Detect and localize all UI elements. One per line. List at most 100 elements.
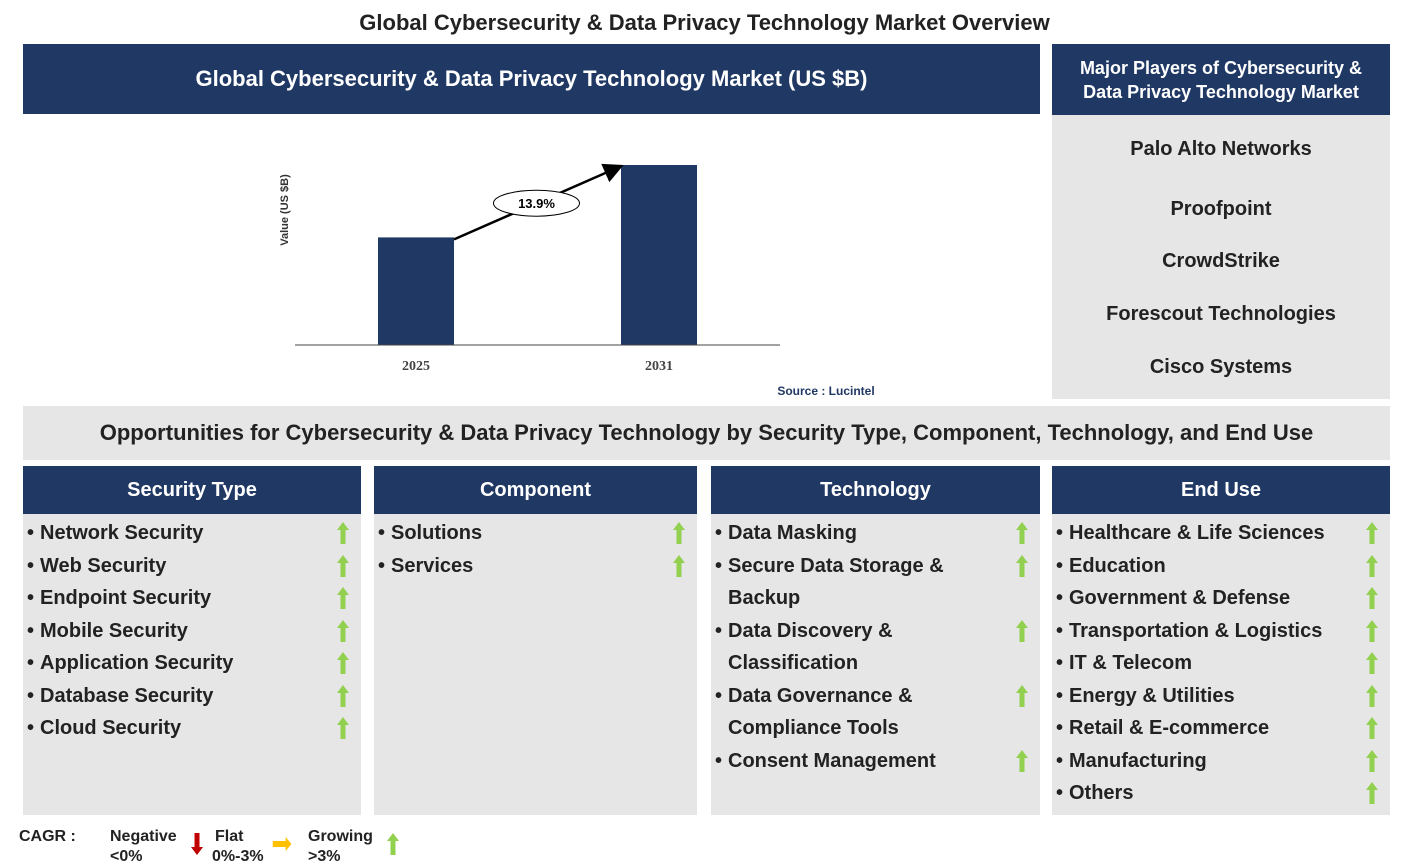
item-label: Manufacturing [1069,749,1207,772]
chart-header: Global Cybersecurity & Data Privacy Tech… [23,44,1040,114]
bullet: • [715,522,723,544]
arrow-up [1016,554,1028,577]
legend-label: Negative [110,828,177,845]
trend-arrow [337,522,349,544]
item-label: Solutions [391,522,483,544]
item-label: Web Security [40,554,167,577]
column-body: • Solutions • Services [374,514,697,815]
list-item: • Cloud Security [23,712,361,745]
list-item: • Secure Data Storage & Backup [711,550,1040,615]
player-name: Cisco Systems [1149,356,1293,378]
list-item: • Network Security [23,517,361,550]
bullet: • [1056,554,1064,577]
item-label: Network Security [40,522,204,544]
bullet: • [1056,522,1064,544]
list-item: • Data Discovery & Classification [711,615,1040,680]
list-item: • Energy & Utilities [1052,680,1390,713]
list-item: • Government & Defense [1052,582,1390,615]
item-label: Education [1069,554,1166,577]
list-item: • Transportation & Logistics [1052,615,1390,648]
bullet: • [715,749,723,772]
trend-arrow [191,833,203,855]
legend-range: 0%-3% [212,848,264,865]
item-label: Healthcare & Life Sciences [1069,522,1325,544]
arrow-up [1366,619,1378,642]
trend-arrow [673,554,685,577]
trend-arrow [1366,749,1378,772]
trend-arrow [272,837,292,851]
item-label: Consent Management [728,749,936,772]
trend-arrow [1366,522,1378,544]
arrow-up [1016,522,1028,544]
arrow-right [272,837,292,851]
item-label: Data Governance & Compliance Tools [728,684,913,740]
bullet: • [378,554,386,577]
x-tick-label: 2025 [402,359,430,374]
column-header: End Use [1052,466,1390,514]
bullet: • [1056,684,1064,707]
arrow-up [1366,587,1378,609]
column-header: Technology [711,466,1040,514]
arrow-up [1366,717,1378,739]
item-label: Others [1069,782,1134,804]
column-header: Component [374,466,697,514]
bullet: • [715,554,723,577]
list-item: • Education [1052,550,1390,583]
arrow-up [1366,749,1378,772]
arrow-up [1016,749,1028,772]
x-tick-label: 2031 [645,359,673,374]
player-name: Palo Alto Networks [1130,138,1312,160]
bullet: • [1056,717,1064,739]
trend-arrow [1366,782,1378,804]
arrow-up [337,554,349,577]
player-name: CrowdStrike [1162,250,1280,272]
bullet: • [378,522,386,544]
bullet: • [1056,749,1064,772]
arrow-up [1016,619,1028,642]
source: Source : Lucintel [777,384,874,398]
arrow-up [337,652,349,674]
item-label: Energy & Utilities [1069,684,1235,707]
item-label: Data Discovery & Classification [728,619,893,675]
trend-arrow [337,684,349,707]
arrow-up [673,522,685,544]
bullet: • [27,717,35,739]
trend-arrow [1016,554,1028,577]
bullet: • [27,587,35,609]
arrow-up [1366,782,1378,804]
bar [378,237,454,345]
trend-arrow [337,717,349,739]
cagr-label: 13.9% [518,196,555,211]
arrow-up [1366,554,1378,577]
page-title: Global Cybersecurity & Data Privacy Tech… [359,10,1050,35]
list-item: • Consent Management [711,745,1040,778]
arrow-down [191,833,203,855]
trend-arrow [1366,717,1378,739]
item-label: Secure Data Storage & Backup [728,554,944,610]
bullet: • [1056,652,1064,674]
chart: 2025 2031 13.9% Value (US $B) Source : Lucin… [279,163,875,398]
trend-arrow [1016,522,1028,544]
list-item: • Solutions [374,517,697,550]
item-label: IT & Telecom [1069,652,1192,674]
bullet: • [27,522,35,544]
list-item: • Manufacturing [1052,745,1390,778]
trend-arrow [1366,684,1378,707]
arrow-up [337,522,349,544]
y-axis-label: Value (US $B) [279,174,291,246]
item-label: Database Security [40,684,214,707]
bullet: • [1056,587,1064,609]
column-body: • Data Masking • Secure Data Storage & Back… [711,514,1040,815]
arrow-up [337,619,349,642]
trend-arrow [1366,587,1378,609]
trend-arrow [337,619,349,642]
list-item: • Application Security [23,647,361,680]
bullet: • [1056,782,1064,804]
list-item: • Data Governance & Compliance Tools [711,680,1040,745]
players-header: Major Players of Cybersecurity & Data Pr… [1052,44,1390,115]
list-item: • Retail & E-commerce [1052,712,1390,745]
trend-arrow [337,554,349,577]
bar [621,165,697,345]
list-item: • Web Security [23,550,361,583]
